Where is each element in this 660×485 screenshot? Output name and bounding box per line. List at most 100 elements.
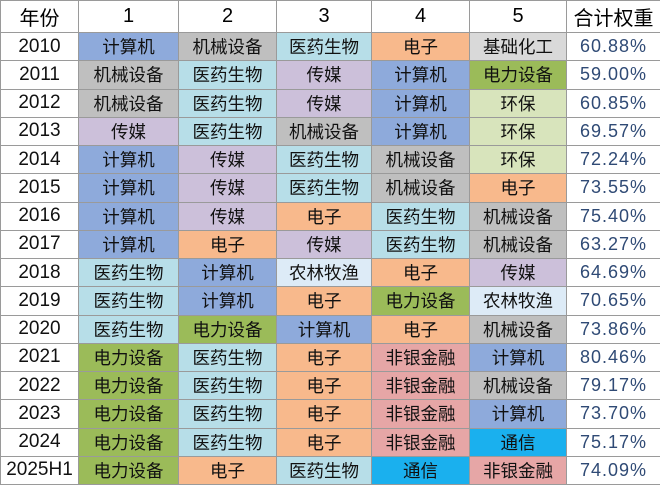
industry-cell: 计算机 bbox=[178, 257, 277, 288]
total-weight-cell: 70.65% bbox=[566, 286, 660, 316]
industry-cell: 机械设备 bbox=[371, 173, 470, 203]
industry-cell: 传媒 bbox=[178, 201, 277, 231]
industry-cell: 通信 bbox=[371, 455, 470, 485]
total-weight-cell: 59.00% bbox=[566, 60, 660, 90]
industry-cell: 计算机 bbox=[371, 60, 470, 90]
industry-cell: 机械设备 bbox=[469, 314, 567, 344]
table-row: 2023 电力设备 医药生物 电子 非银金融 计算机 73.70% bbox=[0, 399, 660, 429]
total-weight-cell: 80.46% bbox=[566, 342, 660, 373]
table-row: 2015 计算机 传媒 医药生物 机械设备 电子 73.55% bbox=[0, 173, 660, 203]
total-weight-cell: 79.17% bbox=[566, 370, 660, 401]
industry-cell: 电子 bbox=[178, 455, 277, 485]
header-row: 年份 1 2 3 4 5 合计权重 bbox=[0, 0, 660, 33]
total-weight-cell: 69.57% bbox=[566, 116, 660, 147]
industry-cell: 传媒 bbox=[276, 88, 372, 118]
industry-cell: 计算机 bbox=[371, 88, 470, 118]
industry-cell: 医药生物 bbox=[276, 173, 372, 203]
industry-cell: 机械设备 bbox=[78, 60, 179, 90]
table-row: 2012 机械设备 医药生物 传媒 计算机 环保 60.85% bbox=[0, 88, 660, 118]
industry-cell: 非银金融 bbox=[371, 399, 470, 429]
industry-cell: 传媒 bbox=[78, 116, 179, 147]
year-cell: 2019 bbox=[0, 286, 79, 316]
year-cell: 2023 bbox=[0, 399, 79, 429]
header-rank-5: 5 bbox=[469, 0, 567, 33]
industry-cell: 电子 bbox=[371, 31, 470, 62]
year-cell: 2013 bbox=[0, 116, 79, 147]
total-weight-cell: 73.70% bbox=[566, 399, 660, 429]
table-row: 2018 医药生物 计算机 农林牧渔 电子 传媒 64.69% bbox=[0, 257, 660, 288]
total-weight-cell: 74.09% bbox=[566, 455, 660, 485]
industry-cell: 机械设备 bbox=[469, 370, 567, 401]
table-row: 2010 计算机 机械设备 医药生物 电子 基础化工 60.88% bbox=[0, 31, 660, 62]
year-cell: 2020 bbox=[0, 314, 79, 344]
industry-cell: 计算机 bbox=[371, 116, 470, 147]
table-row: 2017 计算机 电子 传媒 医药生物 机械设备 63.27% bbox=[0, 229, 660, 260]
industry-cell: 非银金融 bbox=[371, 342, 470, 373]
industry-cell: 电子 bbox=[276, 427, 372, 457]
year-cell: 2024 bbox=[0, 427, 79, 457]
industry-cell: 电力设备 bbox=[178, 314, 277, 344]
industry-cell: 传媒 bbox=[469, 257, 567, 288]
header-rank-2: 2 bbox=[178, 0, 277, 33]
total-weight-cell: 75.40% bbox=[566, 201, 660, 231]
industry-cell: 医药生物 bbox=[276, 31, 372, 62]
industry-cell: 机械设备 bbox=[178, 31, 277, 62]
industry-cell: 机械设备 bbox=[469, 229, 567, 260]
industry-cell: 电力设备 bbox=[78, 399, 179, 429]
industry-cell: 医药生物 bbox=[78, 314, 179, 344]
industry-cell: 计算机 bbox=[178, 286, 277, 316]
industry-cell: 计算机 bbox=[78, 173, 179, 203]
table-row: 2025H1 电力设备 电子 医药生物 通信 非银金融 74.09% bbox=[0, 455, 660, 485]
industry-cell: 机械设备 bbox=[371, 144, 470, 175]
industry-cell: 医药生物 bbox=[178, 116, 277, 147]
industry-cell: 计算机 bbox=[469, 342, 567, 373]
industry-cell: 基础化工 bbox=[469, 31, 567, 62]
table-row: 2014 计算机 传媒 医药生物 机械设备 环保 72.24% bbox=[0, 144, 660, 175]
year-cell: 2010 bbox=[0, 31, 79, 62]
industry-cell: 医药生物 bbox=[178, 60, 277, 90]
industry-cell: 电子 bbox=[371, 257, 470, 288]
industry-cell: 医药生物 bbox=[178, 342, 277, 373]
table-row: 2011 机械设备 医药生物 传媒 计算机 电力设备 59.00% bbox=[0, 60, 660, 90]
industry-cell: 计算机 bbox=[276, 314, 372, 344]
industry-cell: 医药生物 bbox=[371, 229, 470, 260]
industry-cell: 医药生物 bbox=[178, 370, 277, 401]
industry-cell: 通信 bbox=[469, 427, 567, 457]
industry-cell: 电力设备 bbox=[78, 370, 179, 401]
industry-cell: 电子 bbox=[276, 399, 372, 429]
industry-cell: 医药生物 bbox=[178, 399, 277, 429]
table-row: 2020 医药生物 电力设备 计算机 电子 机械设备 73.86% bbox=[0, 314, 660, 344]
header-rank-4: 4 bbox=[371, 0, 470, 33]
table-row: 2019 医药生物 计算机 电子 电力设备 农林牧渔 70.65% bbox=[0, 286, 660, 316]
total-weight-cell: 72.24% bbox=[566, 144, 660, 175]
industry-cell: 电力设备 bbox=[78, 455, 179, 485]
industry-cell: 农林牧渔 bbox=[469, 286, 567, 316]
total-weight-cell: 73.86% bbox=[566, 314, 660, 344]
industry-cell: 医药生物 bbox=[276, 455, 372, 485]
industry-cell: 医药生物 bbox=[78, 257, 179, 288]
industry-cell: 计算机 bbox=[78, 144, 179, 175]
header-rank-3: 3 bbox=[276, 0, 372, 33]
industry-cell: 计算机 bbox=[78, 229, 179, 260]
industry-cell: 电力设备 bbox=[78, 427, 179, 457]
industry-cell: 计算机 bbox=[469, 399, 567, 429]
industry-cell: 环保 bbox=[469, 88, 567, 118]
industry-cell: 农林牧渔 bbox=[276, 257, 372, 288]
year-cell: 2016 bbox=[0, 201, 79, 231]
year-cell: 2022 bbox=[0, 370, 79, 401]
industry-cell: 机械设备 bbox=[78, 88, 179, 118]
year-cell: 2015 bbox=[0, 173, 79, 203]
industry-cell: 传媒 bbox=[178, 144, 277, 175]
industry-cell: 非银金融 bbox=[371, 370, 470, 401]
year-cell: 2021 bbox=[0, 342, 79, 373]
industry-cell: 医药生物 bbox=[178, 88, 277, 118]
industry-cell: 电子 bbox=[276, 286, 372, 316]
industry-cell: 电子 bbox=[276, 370, 372, 401]
industry-cell: 环保 bbox=[469, 116, 567, 147]
header-rank-1: 1 bbox=[78, 0, 179, 33]
year-cell: 2014 bbox=[0, 144, 79, 175]
industry-cell: 医药生物 bbox=[371, 201, 470, 231]
total-weight-cell: 75.17% bbox=[566, 427, 660, 457]
year-cell: 2012 bbox=[0, 88, 79, 118]
table-row: 2024 电力设备 医药生物 电子 非银金融 通信 75.17% bbox=[0, 427, 660, 457]
